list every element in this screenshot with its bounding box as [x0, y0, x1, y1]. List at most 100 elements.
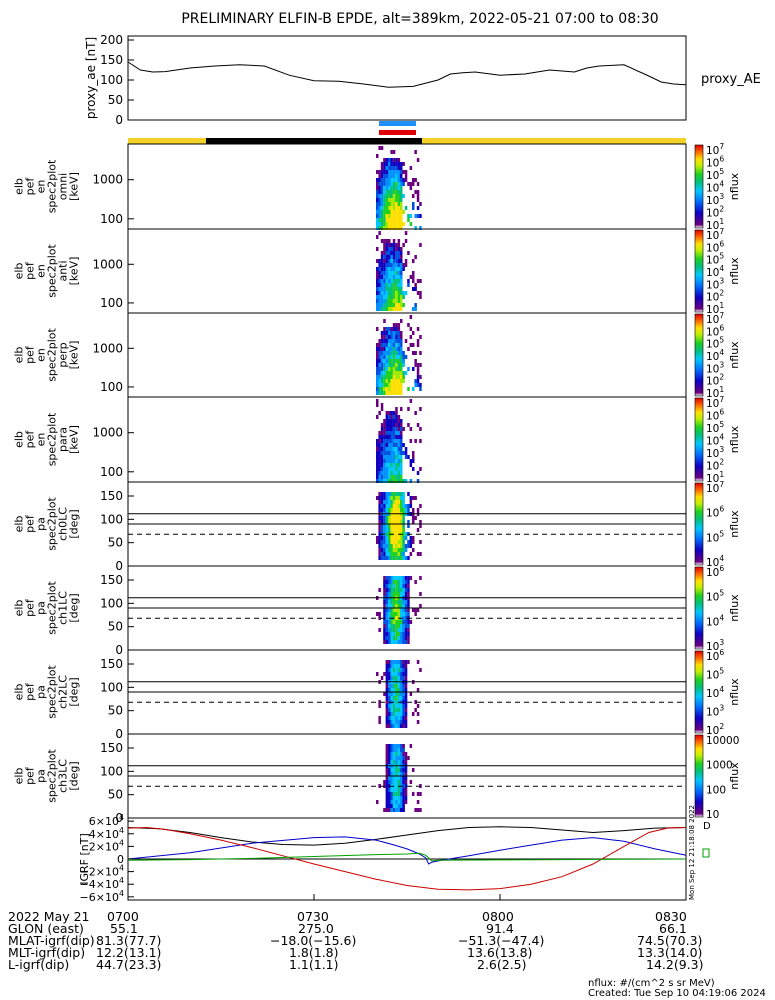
heatmap-cell — [419, 540, 422, 544]
heatmap-cell — [385, 752, 389, 756]
heatmap-cell — [380, 455, 384, 459]
heatmap-cell — [392, 303, 396, 307]
heatmap-cell — [397, 351, 401, 355]
heatmap-cell — [397, 548, 401, 552]
heatmap-cell — [390, 536, 393, 540]
heatmap-cell — [392, 391, 396, 395]
tick-label: 1000 — [92, 426, 123, 440]
heatmap-cell — [404, 447, 408, 451]
heatmap-cell — [378, 259, 381, 263]
heatmap-cell — [385, 520, 389, 524]
tick-label: 100 — [100, 73, 123, 87]
colorbar-tick-label: 104 — [706, 348, 724, 363]
heatmap-cell — [392, 592, 396, 596]
heatmap-cell — [397, 620, 401, 624]
heatmap-cell — [385, 158, 389, 162]
heatmap-cell — [400, 612, 403, 616]
heatmap-cell — [395, 628, 398, 632]
heatmap-cell — [407, 624, 410, 628]
heatmap-cell — [378, 784, 381, 788]
heatmap-cell — [385, 295, 389, 299]
heatmap-cell — [392, 186, 396, 190]
heatmap-cell — [407, 608, 410, 612]
heatmap-cell — [385, 796, 389, 800]
heatmap-cell — [390, 303, 393, 307]
heatmap-cell — [402, 676, 405, 680]
heatmap-cell — [378, 283, 381, 287]
heatmap-cell — [383, 243, 386, 247]
heatmap-cell — [400, 500, 403, 504]
heatmap-cell — [395, 516, 398, 520]
heatmap-cell — [414, 608, 417, 612]
heatmap-cell — [383, 255, 386, 259]
heatmap-cell — [397, 792, 401, 796]
heatmap-cell — [383, 166, 386, 170]
heatmap-cell — [390, 259, 393, 263]
heatmap-cell — [402, 696, 405, 700]
heatmap-cell — [388, 760, 391, 764]
heatmap-cell — [400, 263, 403, 267]
heatmap-cell — [392, 439, 396, 443]
heatmap-cell — [390, 427, 393, 431]
heatmap-cell — [385, 391, 389, 395]
heatmap-cell — [390, 178, 393, 182]
heatmap-cell — [380, 443, 384, 447]
heatmap-cell — [383, 239, 386, 243]
heatmap-cell — [397, 467, 401, 471]
tick-label: 0 — [115, 559, 123, 573]
heatmap-cell — [388, 800, 391, 804]
heatmap-cell — [380, 214, 384, 218]
heatmap-cell — [392, 327, 396, 331]
heatmap-cell — [404, 556, 408, 560]
heatmap-cell — [380, 182, 384, 186]
heatmap-cell — [376, 471, 379, 475]
heatmap-cell — [397, 676, 401, 680]
heatmap-cell — [407, 492, 410, 496]
heatmap-cell — [416, 660, 420, 664]
proxy-ae-ylabel: proxy_ae [nT] — [84, 37, 98, 119]
heatmap-cell — [402, 628, 405, 632]
heatmap-cell — [416, 194, 420, 198]
heatmap-cell — [404, 455, 408, 459]
heatmap-cell — [392, 283, 396, 287]
heatmap-cell — [419, 383, 422, 387]
state-bar-black — [206, 138, 422, 144]
heatmap-cell — [385, 748, 389, 752]
ylabel-word: elb — [13, 347, 26, 364]
heatmap-cell — [388, 166, 391, 170]
heatmap-cell — [390, 752, 393, 756]
heatmap-cell — [378, 700, 381, 704]
heatmap-cell — [397, 287, 401, 291]
heatmap-cell — [395, 327, 398, 331]
heatmap-cell — [388, 524, 391, 528]
heatmap-cell — [409, 544, 413, 548]
colorbar-tick-label: 106 — [706, 408, 724, 423]
heatmap-cell — [400, 210, 403, 214]
heatmap-cell — [378, 339, 381, 343]
heatmap-cell — [383, 339, 386, 343]
heatmap-cell — [395, 331, 398, 335]
heatmap-cell — [385, 592, 389, 596]
heatmap-cell — [376, 275, 379, 279]
colorbar — [694, 734, 704, 818]
heatmap-cell — [380, 427, 384, 431]
heatmap-cell — [395, 784, 398, 788]
heatmap-cell — [400, 259, 403, 263]
heatmap-cell — [397, 327, 401, 331]
heatmap-cell — [380, 174, 384, 178]
heatmap-cell — [388, 347, 391, 351]
tick-label: 1000 — [92, 341, 123, 355]
heatmap-cell — [383, 612, 386, 616]
heatmap-cell — [388, 688, 391, 692]
heatmap-cell — [400, 427, 403, 431]
heatmap-cell — [419, 504, 422, 508]
colorbar-tick-label: 104 — [706, 433, 724, 448]
heatmap-cell — [412, 275, 415, 279]
heatmap-cell — [404, 624, 408, 628]
heatmap-cell — [395, 271, 398, 275]
ylabel-word: pef — [24, 430, 37, 449]
heatmap-cell — [388, 788, 391, 792]
heatmap-cell — [395, 411, 398, 415]
heatmap-cell — [392, 576, 396, 580]
heatmap-cell — [416, 552, 420, 556]
